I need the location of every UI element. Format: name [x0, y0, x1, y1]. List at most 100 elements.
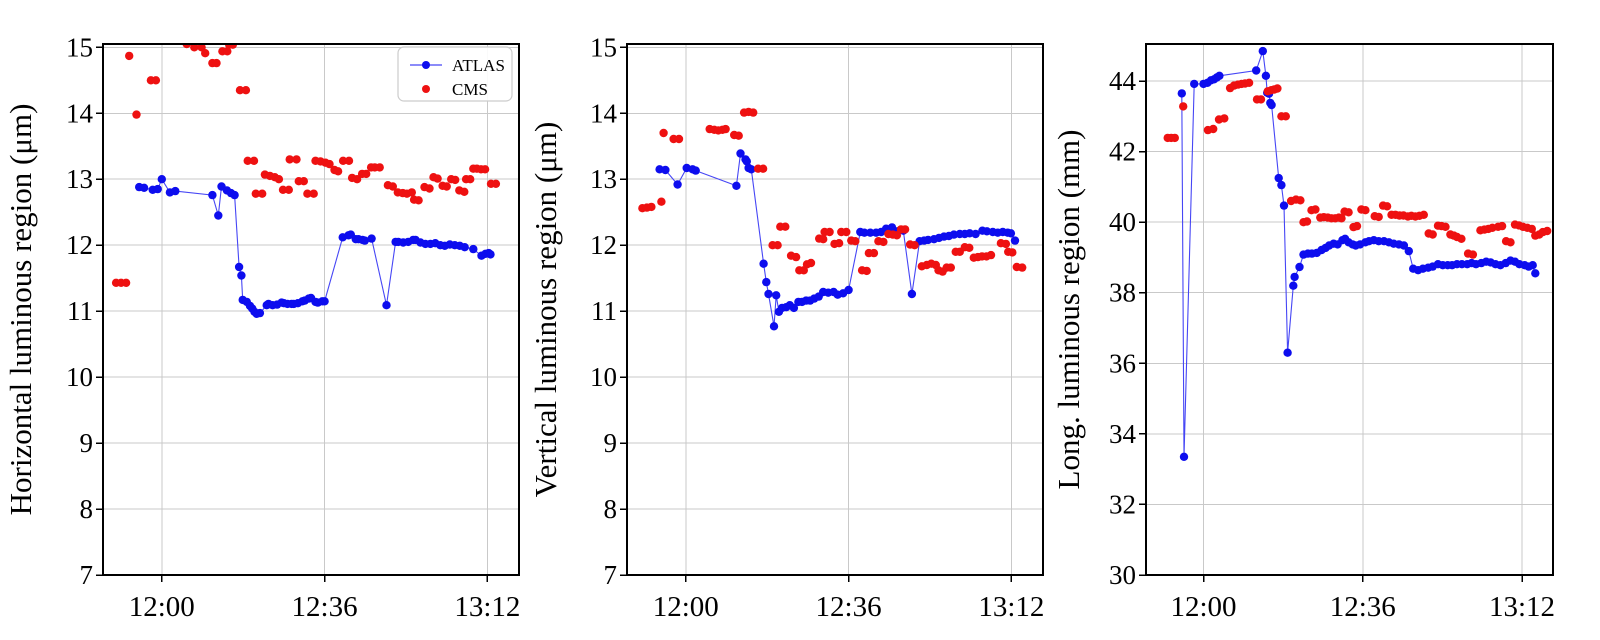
atlas-point — [1177, 89, 1187, 98]
cms-point — [1441, 222, 1450, 231]
plot-border — [102, 43, 520, 576]
grid — [627, 44, 1043, 576]
cms-point — [1296, 196, 1305, 205]
atlas-point — [772, 291, 781, 300]
atlas-series — [135, 175, 495, 318]
y-tick-label: 13 — [66, 164, 93, 194]
atlas-point — [1010, 236, 1020, 245]
cms-point — [480, 165, 490, 174]
atlas-point — [367, 234, 376, 243]
cms-point — [1281, 112, 1291, 121]
tick-marks — [620, 46, 1013, 582]
y-tick-label: 12 — [66, 230, 93, 260]
atlas-point — [789, 303, 799, 313]
cms-point — [1244, 78, 1254, 88]
atlas-point — [1267, 100, 1276, 110]
cms-point — [249, 156, 259, 165]
cms-point — [1352, 221, 1362, 231]
tick-marks — [96, 46, 489, 582]
cms-point — [965, 243, 974, 252]
atlas-series — [1177, 46, 1540, 461]
x-tick-label: 12:36 — [1330, 591, 1396, 623]
cms-point — [869, 248, 879, 258]
cms-point — [659, 128, 668, 138]
atlas-point — [486, 250, 495, 259]
legend-label-cms: CMS — [452, 80, 488, 99]
atlas-point — [1274, 173, 1283, 183]
y-tick-label: 14 — [590, 98, 618, 128]
cms-point — [1311, 205, 1320, 214]
y-tick-label: 30 — [1109, 560, 1136, 590]
y-tick-label: 10 — [66, 362, 93, 392]
atlas-point — [971, 229, 980, 239]
atlas-point — [382, 301, 391, 310]
y-tick-label: 12 — [590, 230, 617, 260]
atlas-point — [1179, 452, 1189, 461]
atlas-point — [237, 271, 246, 280]
atlas-point — [360, 236, 369, 245]
atlas-point — [230, 190, 239, 200]
cms-point — [451, 175, 460, 185]
cms-point — [375, 163, 384, 172]
cms-point — [879, 237, 888, 247]
atlas-point — [1290, 272, 1299, 282]
cms-point — [834, 239, 844, 248]
y-tick-label: 8 — [80, 494, 94, 524]
x-tick-label: 12:36 — [292, 591, 358, 623]
atlas-point — [732, 181, 741, 190]
cms-point — [1302, 217, 1312, 226]
legend-marker-cms — [422, 85, 430, 93]
atlas-point — [1215, 71, 1224, 81]
data-area — [1163, 46, 1552, 461]
atlas-point — [157, 175, 166, 184]
y-tick-label: 11 — [67, 296, 93, 326]
cms-point — [1506, 238, 1515, 247]
cms-point — [333, 167, 343, 176]
cms-point — [825, 227, 834, 237]
cms-point — [1497, 221, 1507, 231]
atlas-point — [1531, 269, 1540, 278]
cms-point — [1543, 226, 1552, 236]
atlas-point — [866, 228, 875, 237]
plot-border — [1145, 43, 1554, 576]
atlas-line — [1181, 50, 1536, 457]
cms-point — [946, 263, 955, 272]
cms-point — [466, 175, 475, 184]
cms-point — [274, 175, 284, 184]
cms-point — [1179, 102, 1188, 111]
cms-point — [862, 266, 871, 276]
cms-point — [491, 179, 501, 188]
cms-point — [806, 258, 816, 268]
plot-border — [626, 43, 1044, 576]
cms-point — [362, 169, 371, 179]
cms-point — [1457, 234, 1466, 243]
cms-point — [201, 49, 210, 58]
cms-point — [442, 182, 451, 191]
y-tick-label: 9 — [80, 428, 94, 458]
cms-point — [1337, 214, 1346, 223]
cms-point — [1273, 84, 1282, 93]
cms-point — [892, 231, 902, 240]
y-tick-label: 8 — [604, 494, 618, 524]
cms-point — [309, 189, 318, 198]
cms-point — [1170, 133, 1180, 143]
atlas-point — [1404, 246, 1414, 256]
cms-point — [1374, 212, 1383, 222]
cms-point — [819, 235, 828, 244]
y-tick-label: 38 — [1109, 278, 1136, 308]
tick-marks — [1139, 80, 1523, 582]
atlas-point — [469, 244, 478, 254]
cms-point — [1256, 95, 1266, 104]
panel-3: 30 32 34 36 38 40 42 44 12:00 12:36 13:12 Long. lum… — [1051, 43, 1555, 623]
cms-point — [190, 44, 199, 52]
cms-point — [1008, 248, 1017, 257]
atlas-point — [1258, 46, 1268, 56]
atlas-point — [759, 259, 768, 268]
cms-point — [1344, 208, 1353, 217]
cms-point — [910, 241, 919, 250]
atlas-point — [673, 180, 682, 189]
atlas-point — [844, 285, 853, 295]
cms-point — [284, 185, 293, 194]
y-tick-label: 42 — [1109, 137, 1136, 167]
cms-point — [851, 237, 860, 246]
